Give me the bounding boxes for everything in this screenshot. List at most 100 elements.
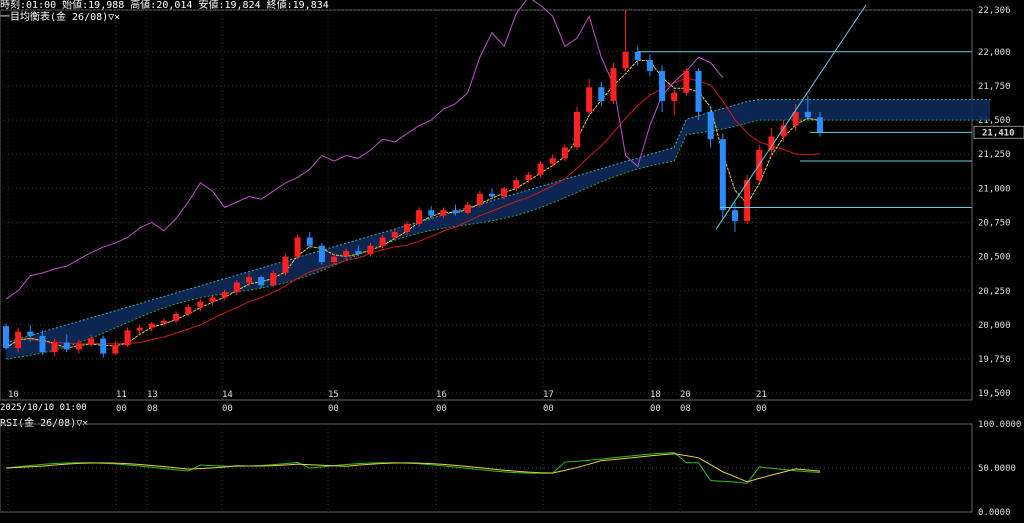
- candle-body: [731, 210, 738, 222]
- price-panel-label[interactable]: 一目均衡表(金 26/08)▽×: [0, 12, 121, 23]
- candle-body: [63, 342, 70, 350]
- price-tick-label: 21,500: [978, 116, 1011, 126]
- price-tick-label: 21,250: [978, 150, 1011, 160]
- candle-body: [3, 326, 9, 349]
- price-tick-label: 21,000: [978, 184, 1011, 194]
- senkou-span-a: [5, 99, 991, 344]
- rsi-tick-label: 0.0000: [978, 508, 1011, 518]
- candle-body: [282, 256, 289, 274]
- hour-tick-label: 00: [650, 404, 661, 414]
- hour-tick-label: 08: [147, 404, 158, 414]
- candle-body: [804, 111, 811, 118]
- candle-body: [27, 331, 34, 336]
- price-tick-label: 20,000: [978, 321, 1011, 331]
- candle-body: [440, 210, 447, 216]
- candle-body: [610, 68, 617, 101]
- current-price-label: 21,410: [982, 128, 1015, 138]
- ohlc-header: 時刻:01:00 始値:19,988 高値:20,014 安値:19,824 終…: [0, 0, 329, 11]
- price-tick-label: 20,500: [978, 253, 1011, 263]
- candle-body: [403, 223, 410, 233]
- hour-tick-label: 00: [116, 404, 127, 414]
- candle-body: [574, 111, 581, 148]
- first-date-label: 2025/10/10 01:00: [0, 403, 87, 413]
- candle-body: [355, 251, 362, 254]
- candle-body: [537, 163, 544, 175]
- candle-body: [331, 256, 338, 263]
- candle-body: [221, 292, 228, 298]
- candle-body: [136, 327, 143, 331]
- candle-body: [88, 338, 95, 345]
- candle-body: [707, 111, 714, 140]
- candle-body: [15, 331, 22, 349]
- candle-body: [379, 237, 386, 246]
- candle-body: [306, 237, 313, 246]
- price-tick-label: 20,250: [978, 287, 1011, 297]
- candle-body: [428, 210, 435, 216]
- trend-line: [715, 4, 867, 230]
- senkou-span-b: [5, 119, 991, 360]
- date-tick-label: 15: [328, 390, 339, 400]
- candle-body: [792, 111, 799, 126]
- chikou-span: [5, 0, 724, 300]
- price-tick-label: 22,306: [978, 6, 1011, 16]
- date-tick-label: 21: [756, 390, 767, 400]
- ichimoku-cloud: [6, 99, 991, 360]
- rsi-tick-label: 100.0000: [978, 420, 1021, 430]
- date-tick-label: 13: [147, 390, 158, 400]
- candle-body: [148, 323, 155, 328]
- price-tick-label: 19,500: [978, 389, 1011, 399]
- candle-body: [525, 174, 532, 181]
- candle-body: [51, 342, 58, 353]
- date-tick-label: 14: [222, 390, 233, 400]
- candle-body: [464, 204, 471, 213]
- candle-body: [197, 301, 204, 308]
- price-tick-label: 19,750: [978, 355, 1011, 365]
- date-tick-label: 10: [8, 390, 19, 400]
- candle-body: [100, 338, 107, 354]
- candle-body: [817, 117, 823, 133]
- hour-tick-label: 00: [436, 404, 447, 414]
- candle-body: [659, 70, 666, 101]
- candle-body: [598, 87, 605, 101]
- candle-body: [39, 335, 46, 353]
- price-tick-label: 21,750: [978, 82, 1011, 92]
- hour-tick-label: 00: [222, 404, 233, 414]
- candle-body: [513, 180, 520, 189]
- hour-tick-label: 00: [543, 404, 554, 414]
- price-panel-frame: [0, 9, 973, 401]
- candle-body: [416, 210, 423, 224]
- candle-body: [780, 125, 787, 137]
- candle-body: [744, 180, 751, 222]
- price-tick-label: 22,000: [978, 48, 1011, 58]
- rsi-tick-label: 50.0000: [978, 464, 1016, 474]
- candle-body: [173, 313, 180, 321]
- candle-body: [634, 51, 641, 60]
- candle-body: [501, 188, 508, 197]
- candle-body: [549, 158, 556, 164]
- candle-body: [124, 330, 131, 346]
- candle-body: [683, 70, 690, 93]
- hour-tick-label: 00: [328, 404, 339, 414]
- rsi-panel-frame: [0, 423, 973, 513]
- date-tick-label: 20: [680, 390, 691, 400]
- candle-body: [488, 193, 495, 197]
- date-tick-label: 11: [116, 390, 127, 400]
- date-tick-label: 18: [650, 390, 661, 400]
- candle-body: [646, 59, 653, 71]
- candle-body: [258, 277, 265, 286]
- candle-body: [367, 245, 374, 254]
- candle-body: [586, 87, 593, 112]
- price-tick-label: 20,750: [978, 218, 1011, 228]
- candle-body: [343, 251, 350, 257]
- candle-body: [112, 345, 119, 354]
- candle-body: [245, 277, 252, 283]
- candle-body: [270, 273, 277, 286]
- candle-body: [160, 320, 167, 324]
- current-price-marker: [973, 125, 1024, 139]
- candle-body: [318, 245, 325, 263]
- candle-body: [209, 297, 216, 302]
- candle-body: [75, 344, 82, 350]
- candle-body: [452, 210, 459, 213]
- date-tick-label: 16: [436, 390, 447, 400]
